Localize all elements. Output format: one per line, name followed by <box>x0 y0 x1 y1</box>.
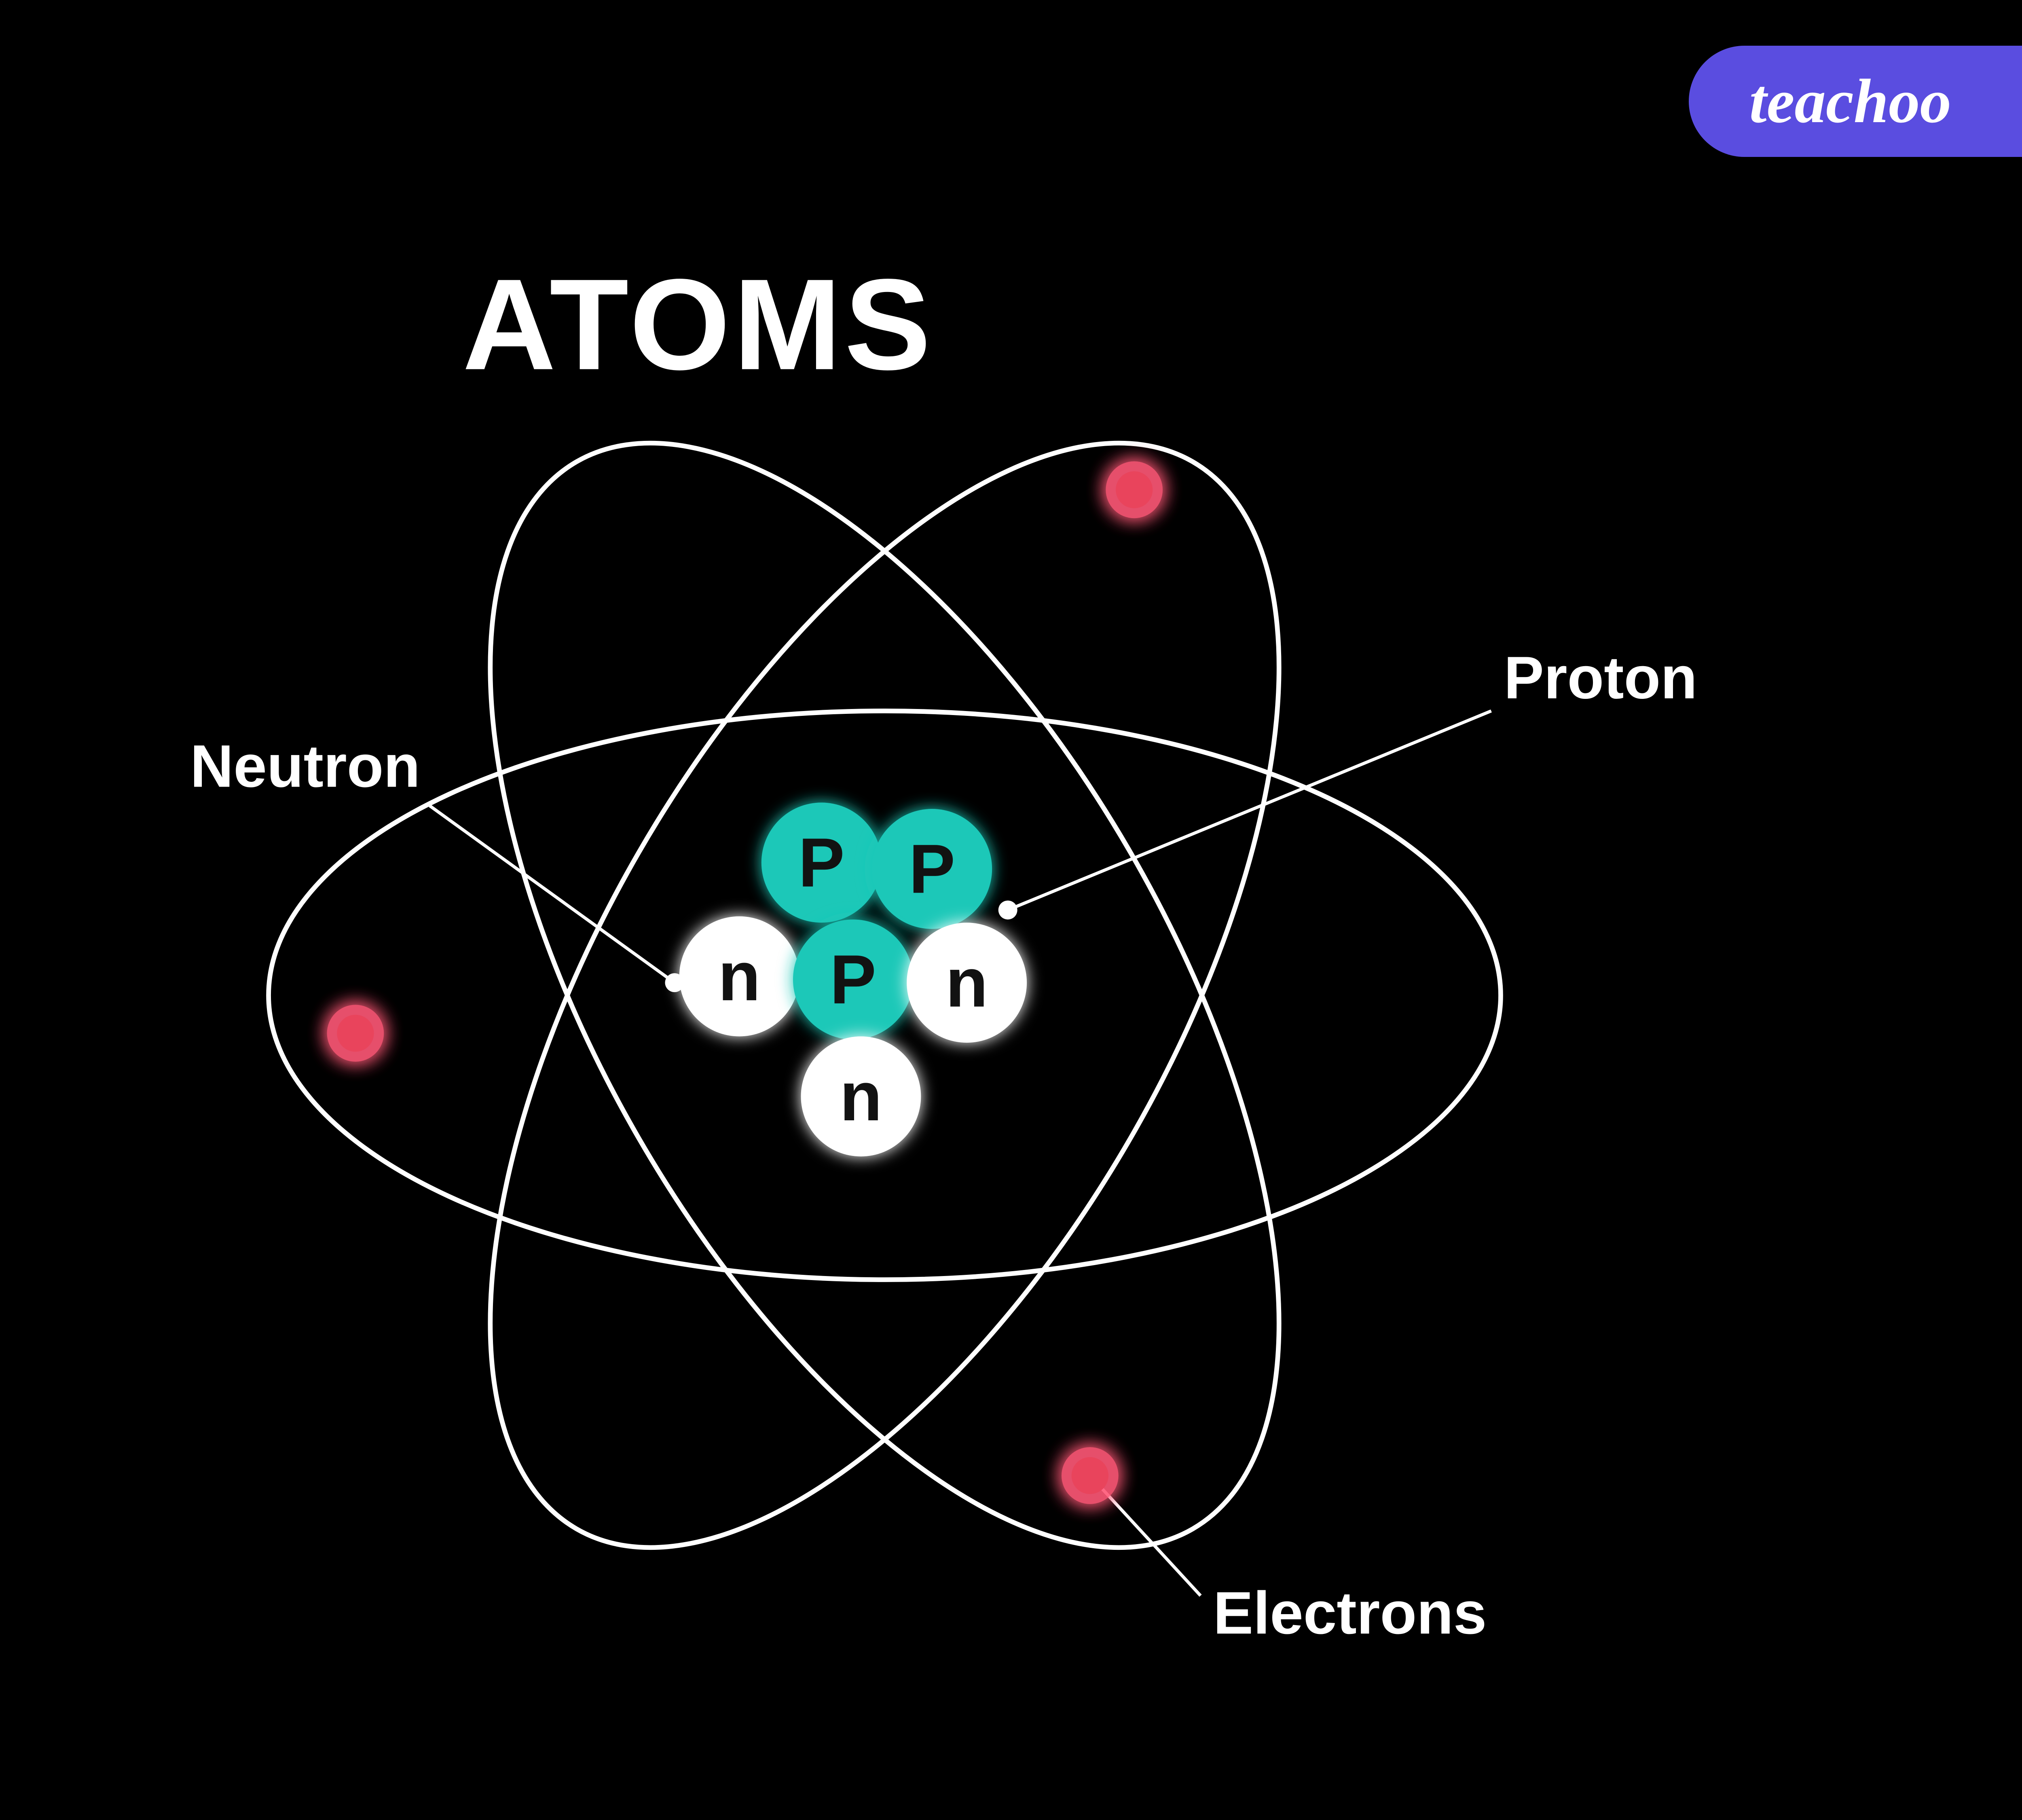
callout-dot <box>998 901 1017 920</box>
atom-diagram-svg: ATOMS PPnPnn NeutronProtonElectrons <box>0 0 2022 1820</box>
electron <box>1072 1457 1108 1494</box>
proton-label: P <box>830 941 876 1018</box>
diagram-title: ATOMS <box>463 252 934 397</box>
brand-text: teachoo <box>1749 66 1951 136</box>
neutron-label: n <box>718 938 761 1015</box>
proton-label: P <box>909 830 955 908</box>
electron <box>337 1015 374 1052</box>
brand-badge: teachoo <box>1689 46 2022 157</box>
proton-label: P <box>798 824 845 902</box>
neutron-label: n <box>945 944 988 1022</box>
callout-label: Electrons <box>1213 1580 1487 1646</box>
electron <box>1116 471 1153 508</box>
callout-label: Neutron <box>190 733 420 800</box>
callout-label: Proton <box>1504 645 1697 711</box>
diagram-canvas: ATOMS PPnPnn NeutronProtonElectrons teac… <box>0 0 2022 1820</box>
neutron-label: n <box>840 1058 882 1135</box>
